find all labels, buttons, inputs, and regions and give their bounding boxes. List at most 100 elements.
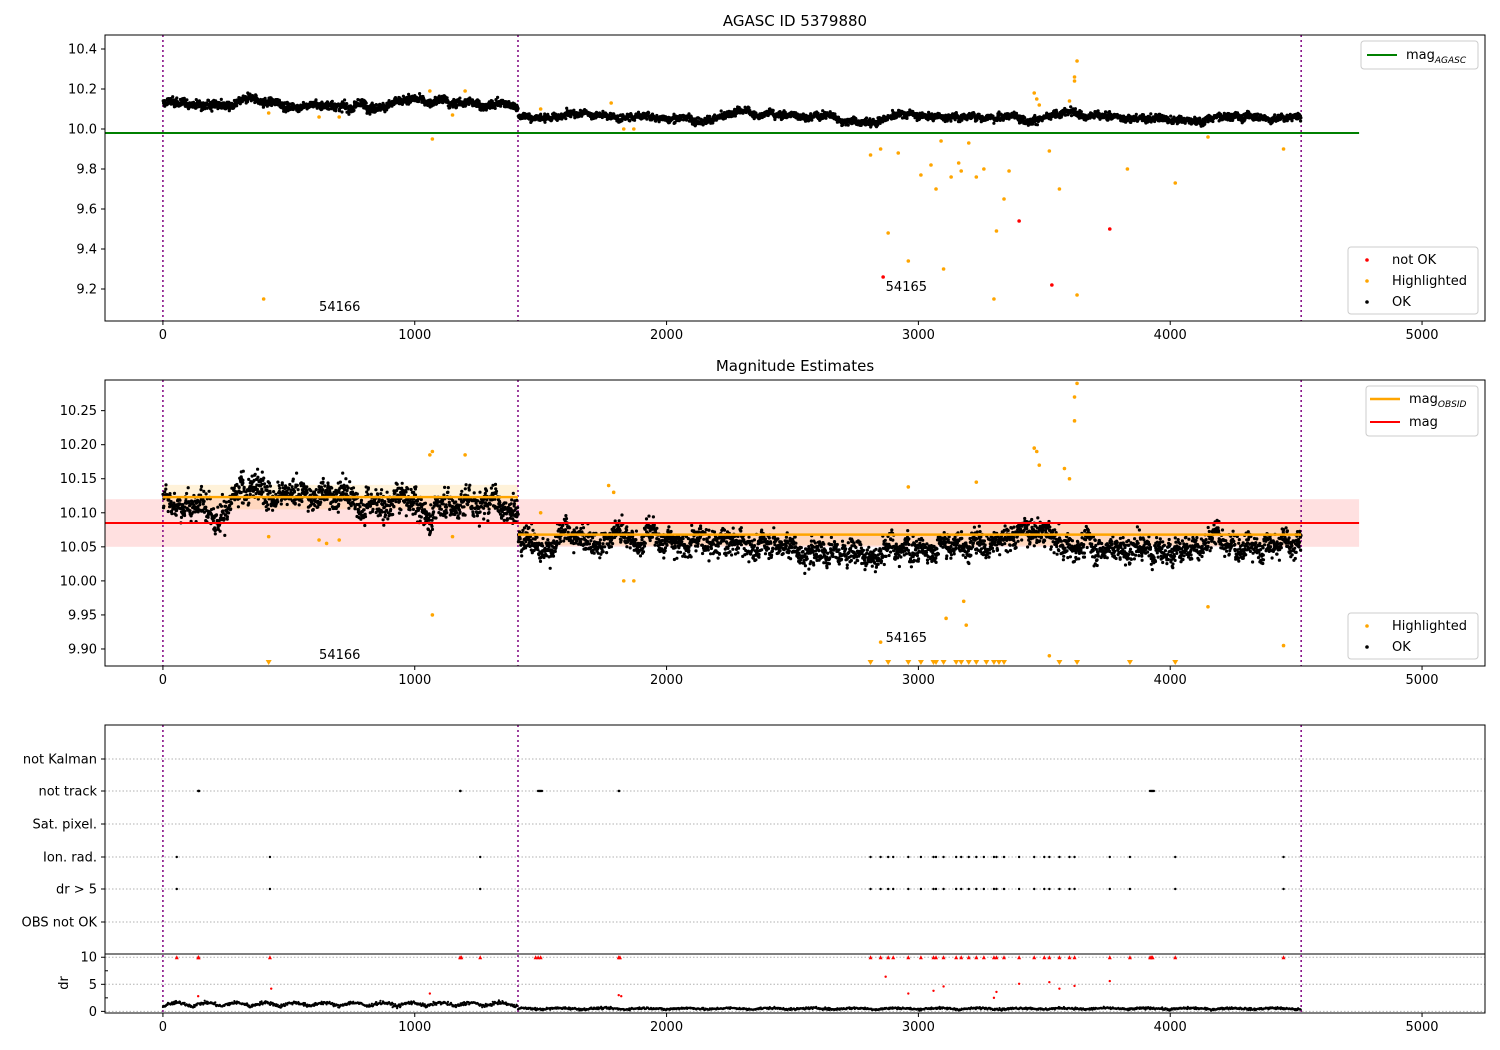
highlighted-point <box>1173 181 1178 185</box>
y-tick-label: 9.4 <box>76 243 97 258</box>
ok-point <box>295 471 299 475</box>
ok-point <box>864 116 869 120</box>
ok-point <box>285 502 289 507</box>
ok-point <box>183 509 187 513</box>
ok-point <box>347 112 351 116</box>
ok-point <box>357 508 361 512</box>
highlighted-point <box>1047 149 1052 153</box>
ok-point <box>327 107 331 111</box>
ok-point <box>393 96 398 100</box>
legend-points-panel1[interactable]: not OK Highlighted OK <box>1347 246 1479 315</box>
ok-point <box>278 486 282 490</box>
ok-point <box>311 507 315 512</box>
highlighted-point <box>966 141 971 145</box>
highlighted-point <box>1075 59 1079 63</box>
ok-point <box>544 117 548 122</box>
ok-point <box>945 119 949 123</box>
highlighted-point <box>428 89 432 93</box>
ok-point <box>747 106 751 110</box>
panel1-y-ticks: 9.29.49.69.810.010.210.4 <box>68 43 105 298</box>
ok-point <box>719 109 723 113</box>
ok-point <box>253 472 257 476</box>
highlighted-point <box>337 115 341 119</box>
ok-point <box>383 500 387 504</box>
ok-point <box>380 488 384 492</box>
ok-point <box>210 109 214 113</box>
x-tick-label: 3000 <box>902 328 935 343</box>
ok-point <box>186 486 190 490</box>
ok-point <box>344 477 348 481</box>
ok-point <box>338 480 342 484</box>
x-tick-label: 4000 <box>1154 328 1187 343</box>
ok-point <box>841 123 845 127</box>
highlighted-point <box>1072 75 1077 79</box>
ok-point <box>330 486 334 490</box>
ok-point <box>268 484 272 488</box>
ok-point <box>1299 119 1303 123</box>
ok-point <box>1134 112 1138 116</box>
highlighted-point <box>266 111 271 115</box>
ok-point <box>378 513 382 517</box>
ok-point <box>330 99 334 103</box>
highlighted-point <box>982 167 986 171</box>
ok-point <box>314 488 318 492</box>
ok-point <box>363 515 368 519</box>
highlighted-point <box>609 101 613 105</box>
highlighted-point <box>878 147 883 151</box>
ok-point <box>247 501 251 505</box>
ok-point <box>219 504 224 508</box>
highlighted-point <box>450 113 455 117</box>
ok-point <box>306 509 310 513</box>
ok-point <box>1023 116 1027 120</box>
ok-point <box>202 489 206 493</box>
ok-point <box>810 118 814 122</box>
ok-point <box>241 501 245 505</box>
ok-point <box>239 490 243 495</box>
ok-point <box>363 523 367 528</box>
ok-point <box>346 486 350 490</box>
highlighted-point <box>959 169 964 173</box>
ok-point <box>323 484 327 488</box>
ok-point <box>905 116 909 120</box>
legend-mag-agasc[interactable]: magAGASC <box>1360 40 1479 70</box>
ok-point <box>375 503 379 507</box>
ok-point <box>348 480 352 484</box>
ok-point <box>292 490 297 494</box>
ok-point <box>713 113 717 117</box>
ok-point <box>185 491 189 496</box>
ok-point <box>316 499 320 503</box>
ok-point <box>266 503 270 507</box>
highlighted-point <box>1002 197 1006 201</box>
ok-point <box>305 491 309 495</box>
ok-point <box>175 508 179 513</box>
ok-point <box>328 507 332 511</box>
ok-point <box>248 492 252 497</box>
ok-point <box>204 492 208 496</box>
highlighted-point <box>868 153 873 157</box>
ok-point <box>339 498 343 502</box>
x-tick-label: 5000 <box>1405 328 1438 343</box>
ok-point <box>290 485 294 489</box>
ok-point <box>1243 117 1247 121</box>
ok-point <box>170 511 174 516</box>
y-tick-label: 10.0 <box>68 123 97 138</box>
ok-point <box>188 509 192 513</box>
highlighted-point <box>974 175 979 179</box>
panel1-x-ticks: 0 1000 2000 3000 4000 5000 <box>159 321 1439 343</box>
ok-point <box>314 98 318 102</box>
highlighted-point <box>430 137 435 141</box>
panel1-plot-area <box>105 35 1360 321</box>
ok-point <box>343 98 347 102</box>
highlighted-point <box>538 107 543 111</box>
not-ok-point <box>1050 283 1054 287</box>
legend-marker-highlighted <box>1365 279 1369 283</box>
highlighted-point <box>934 187 938 191</box>
ok-point <box>322 498 326 502</box>
highlighted-point <box>1057 187 1062 191</box>
ok-point <box>389 507 393 512</box>
ok-point <box>1299 116 1303 120</box>
ok-point <box>263 96 267 100</box>
ok-point <box>949 119 953 123</box>
ok-point <box>235 104 239 108</box>
ok-point <box>241 481 245 485</box>
